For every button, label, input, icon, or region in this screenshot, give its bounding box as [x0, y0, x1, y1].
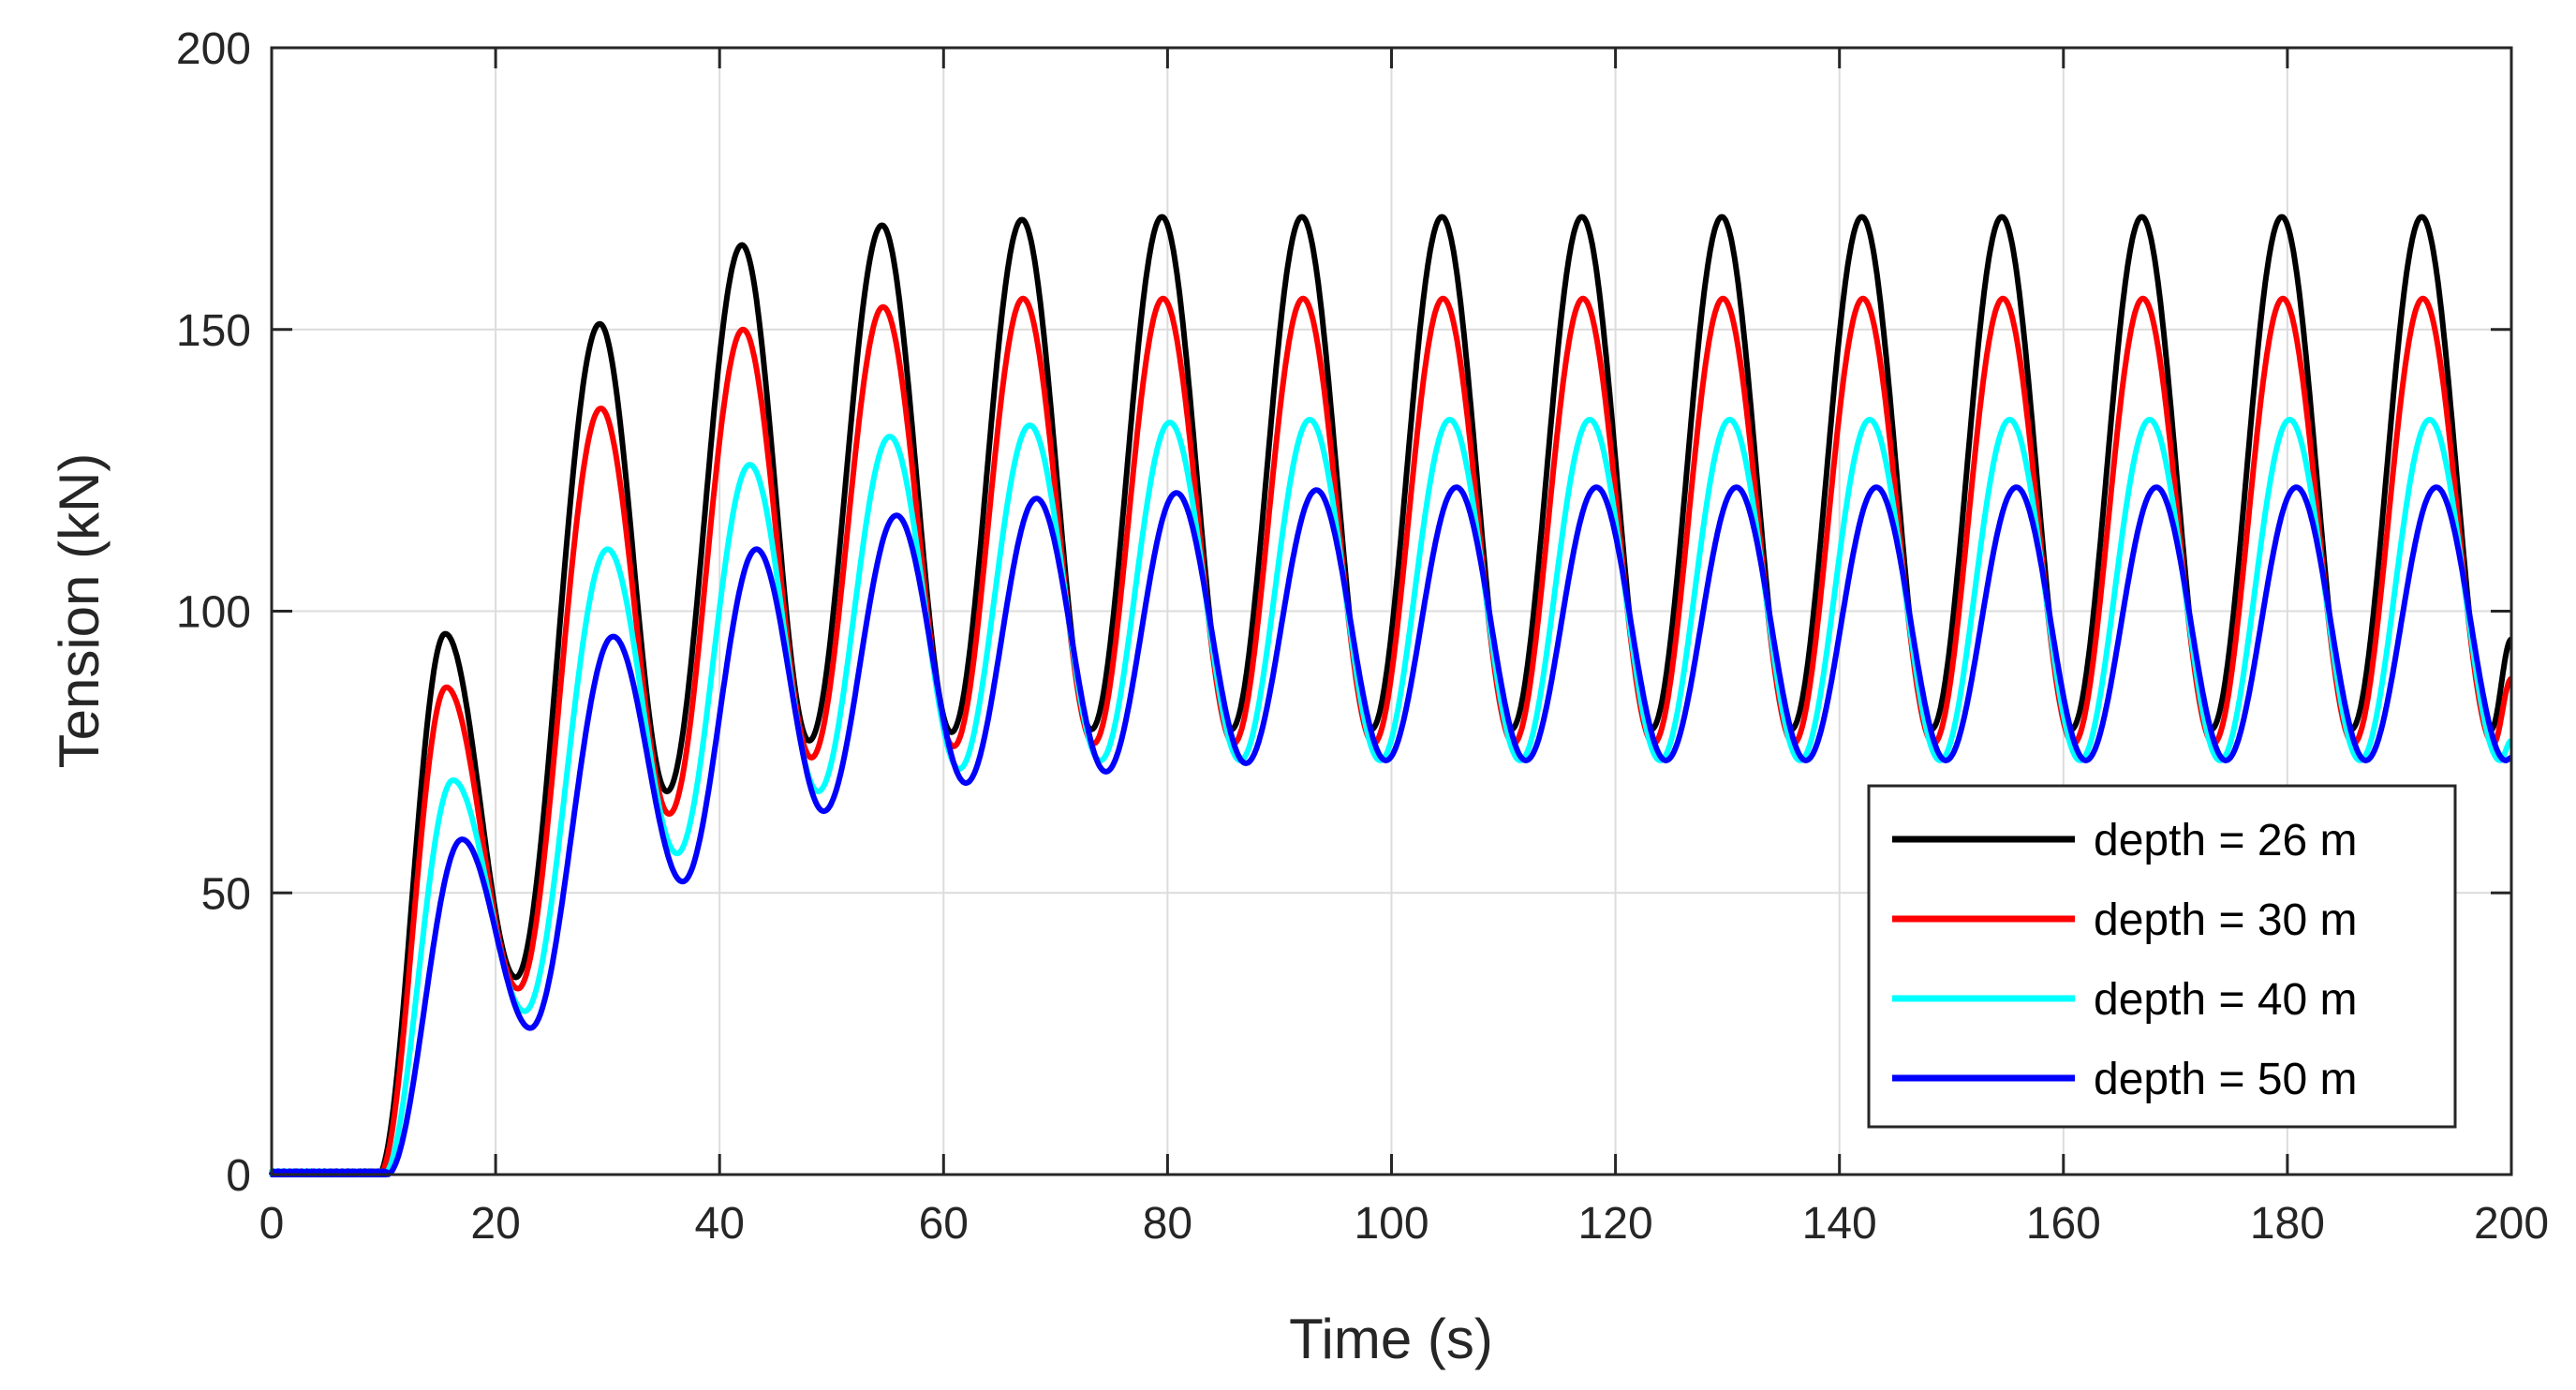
y-tick-label-0: 0 — [226, 1151, 251, 1201]
y-tick-label-100: 100 — [176, 588, 251, 638]
x-tick-label-40: 40 — [695, 1199, 745, 1249]
legend-label-depth-26m: depth = 26 m — [2094, 816, 2358, 865]
y-tick-label-150: 150 — [176, 306, 251, 356]
x-tick-label-160: 160 — [2026, 1199, 2101, 1249]
tick-labels: 0 20 40 60 80 100 120 140 160 180 200 0 50 100 150 200 — [176, 24, 2549, 1249]
x-tick-label-20: 20 — [470, 1199, 520, 1249]
x-axis-title: Time (s) — [1289, 1308, 1493, 1370]
legend-box — [1867, 784, 2457, 1129]
axis-ticks — [270, 46, 2513, 1176]
x-tick-label-180: 180 — [2250, 1199, 2325, 1249]
legend: depth = 26 m depth = 30 m depth = 40 m d… — [1867, 784, 2457, 1129]
y-tick-label-50: 50 — [201, 869, 251, 919]
x-tick-label-100: 100 — [1354, 1199, 1429, 1249]
y-axis-title: Tension (kN) — [48, 453, 111, 769]
legend-label-depth-30m: depth = 30 m — [2094, 895, 2358, 945]
legend-label-depth-50m: depth = 50 m — [2094, 1055, 2358, 1104]
y-tick-label-200: 200 — [176, 24, 251, 74]
x-tick-label-0: 0 — [259, 1199, 285, 1249]
series-line-3 — [269, 484, 2514, 1177]
x-tick-label-140: 140 — [1802, 1199, 1877, 1249]
x-tick-label-80: 80 — [1143, 1199, 1192, 1249]
x-tick-label-120: 120 — [1578, 1199, 1653, 1249]
x-tick-label-60: 60 — [919, 1199, 969, 1249]
x-tick-label-200: 200 — [2474, 1199, 2549, 1249]
series-lines — [269, 214, 2514, 1177]
legend-label-depth-40m: depth = 40 m — [2094, 975, 2358, 1025]
